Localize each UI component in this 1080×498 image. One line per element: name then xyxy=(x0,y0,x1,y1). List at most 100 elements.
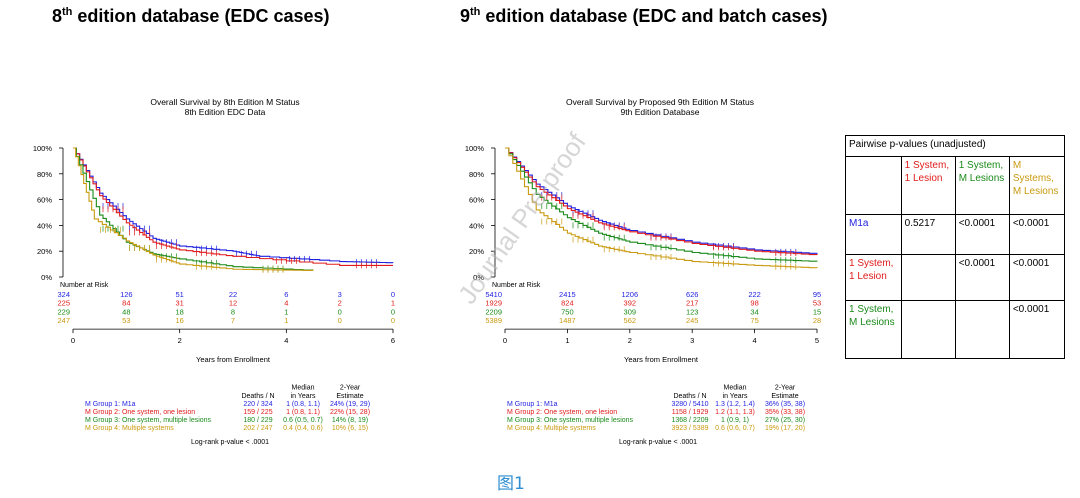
pvalue-cell: <0.0001 xyxy=(1008,254,1066,301)
y-tick-label: 0% xyxy=(473,273,484,282)
risk-count: 4 xyxy=(284,299,288,308)
summary-deaths-n: 3923 / 5389 xyxy=(672,425,709,432)
risk-count: 5410 xyxy=(485,290,502,299)
risk-count: 0 xyxy=(391,307,395,316)
right-heading-sup: th xyxy=(470,6,481,18)
summary-two-year: 35% (33, 38) xyxy=(765,409,805,416)
risk-count: 15 xyxy=(813,307,821,316)
risk-count: 12 xyxy=(229,299,237,308)
summary-median: 1 (0.9, 1) xyxy=(721,417,749,424)
x-tick-label: 0 xyxy=(503,336,507,345)
pvalue-cell: <0.0001 xyxy=(1008,214,1066,255)
legend-series-name: M Group 3: One system, multiple lesions xyxy=(85,417,212,424)
pvalue-col-header: 1 System, M Lesions xyxy=(954,156,1010,215)
pvalue-cell xyxy=(900,254,956,301)
risk-count: 5389 xyxy=(485,316,502,325)
risk-count: 626 xyxy=(686,290,699,299)
summary-header: 2-Year xyxy=(340,385,361,392)
x-tick-label: 1 xyxy=(565,336,569,345)
summary-two-year: 27% (25, 30) xyxy=(765,417,805,424)
risk-count: 0 xyxy=(391,290,395,299)
risk-count: 309 xyxy=(624,307,637,316)
legend-series-name: M Group 4: Multiple systems xyxy=(85,425,174,432)
right-chart-subtitle: 9th Edition Database xyxy=(620,107,700,117)
y-tick-label: 100% xyxy=(465,144,485,153)
left-chart-title-block: Overall Survival by 8th Edition M Status… xyxy=(110,97,340,117)
legend-series-name: M Group 1: M1a xyxy=(85,401,136,408)
risk-count: 324 xyxy=(57,290,70,299)
x-tick-label: 2 xyxy=(178,336,182,345)
risk-count: 1 xyxy=(284,316,288,325)
legend-series-name: M Group 4: Multiple systems xyxy=(507,425,596,432)
left-heading-number: 8 xyxy=(52,6,63,26)
right-heading-number: 9 xyxy=(460,6,471,26)
pvalue-cell xyxy=(954,300,1010,359)
summary-median: 1.2 (1.1, 1.3) xyxy=(715,409,755,416)
pvalue-col-header: M Systems, M Lesions xyxy=(1008,156,1066,215)
summary-median: 1 (0.8, 1.1) xyxy=(286,409,320,416)
summary-two-year: 19% (17, 20) xyxy=(765,425,805,432)
risk-count: 18 xyxy=(175,307,183,316)
risk-table-label: Number at Risk xyxy=(492,282,541,289)
summary-deaths-n: 159 / 225 xyxy=(243,409,272,416)
summary-deaths-n: 180 / 229 xyxy=(243,417,272,424)
risk-count: 2415 xyxy=(559,290,576,299)
x-tick-label: 6 xyxy=(391,336,395,345)
pvalue-cell xyxy=(900,300,956,359)
summary-median: 1 (0.8, 1.1) xyxy=(286,401,320,408)
y-tick-label: 100% xyxy=(33,144,53,153)
risk-count: 392 xyxy=(624,299,637,308)
summary-deaths-n: 1158 / 1929 xyxy=(672,409,709,416)
risk-count: 1 xyxy=(391,299,395,308)
x-axis-title: Years from Enrollment xyxy=(196,355,271,364)
summary-two-year: 14% (8, 19) xyxy=(332,417,368,424)
summary-two-year: 22% (15, 28) xyxy=(330,409,370,416)
y-tick-label: 20% xyxy=(469,247,484,256)
legend-series-name: M Group 2: One system, one lesion xyxy=(85,409,195,416)
risk-count: 229 xyxy=(57,307,70,316)
legend-series-name: M Group 2: One system, one lesion xyxy=(507,409,617,416)
risk-count: 34 xyxy=(750,307,758,316)
risk-count: 6 xyxy=(284,290,288,299)
risk-count: 0 xyxy=(338,316,342,325)
y-tick-label: 80% xyxy=(469,170,484,179)
left-heading: 8th edition database (EDC cases) xyxy=(52,6,330,27)
risk-count: 0 xyxy=(391,316,395,325)
pvalue-cell: <0.0001 xyxy=(954,254,1010,301)
summary-header: in Years xyxy=(723,393,748,400)
y-tick-label: 20% xyxy=(37,247,52,256)
risk-count: 1487 xyxy=(559,316,576,325)
pvalue-col-header: 1 System, 1 Lesion xyxy=(900,156,956,215)
table-row: 1 System, M Lesions <0.0001 xyxy=(845,300,1066,359)
legend-series-name: M Group 3: One system, multiple lesions xyxy=(507,417,634,424)
summary-header: Estimate xyxy=(336,393,363,400)
summary-deaths-n: 1368 / 2209 xyxy=(672,417,709,424)
summary-header: Deaths / N xyxy=(241,393,274,400)
summary-deaths-n: 220 / 324 xyxy=(243,401,272,408)
risk-count: 28 xyxy=(813,316,821,325)
risk-count: 562 xyxy=(624,316,637,325)
risk-count: 3 xyxy=(338,290,342,299)
risk-count: 95 xyxy=(813,290,821,299)
risk-count: 217 xyxy=(686,299,699,308)
x-tick-label: 0 xyxy=(71,336,75,345)
summary-median: 0.4 (0.4, 0.6) xyxy=(283,425,323,432)
summary-median: 0.6 (0.5, 0.7) xyxy=(283,417,323,424)
risk-count: 51 xyxy=(175,290,183,299)
summary-header: Median xyxy=(292,385,315,392)
x-axis-title: Years from Enrollment xyxy=(624,355,699,364)
risk-count: 75 xyxy=(750,316,758,325)
risk-count: 53 xyxy=(813,299,821,308)
x-tick-label: 3 xyxy=(690,336,694,345)
risk-count: 222 xyxy=(748,290,761,299)
y-tick-label: 0% xyxy=(41,273,52,282)
risk-count: 1206 xyxy=(621,290,638,299)
pvalue-table: Pairwise p-values (unadjusted) 1 System,… xyxy=(845,135,1066,359)
left-heading-text: edition database (EDC cases) xyxy=(72,6,330,26)
risk-count: 126 xyxy=(120,290,133,299)
summary-deaths-n: 202 / 247 xyxy=(243,425,272,432)
survival-curve xyxy=(73,147,394,264)
x-tick-label: 2 xyxy=(628,336,632,345)
risk-count: 824 xyxy=(561,299,574,308)
